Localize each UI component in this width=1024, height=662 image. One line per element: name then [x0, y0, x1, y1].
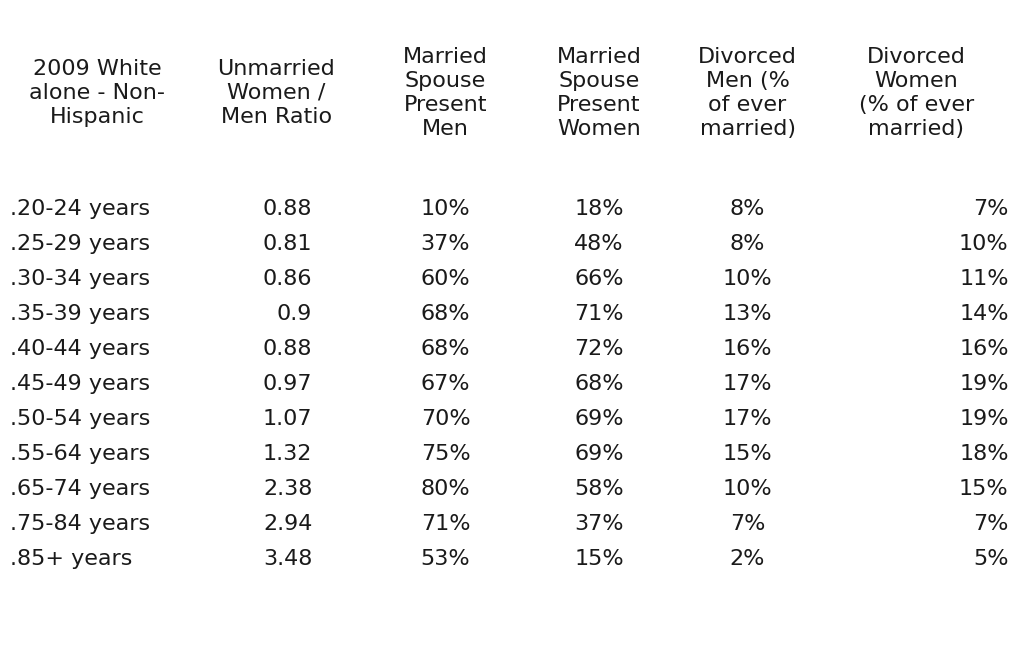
Text: Divorced
Women
(% of ever
married): Divorced Women (% of ever married) — [859, 47, 974, 138]
Text: Unmarried
Women /
Men Ratio: Unmarried Women / Men Ratio — [218, 59, 335, 126]
Text: 68%: 68% — [421, 304, 470, 324]
Text: 37%: 37% — [574, 514, 624, 534]
Text: 1.07: 1.07 — [263, 409, 312, 429]
Text: 14%: 14% — [959, 304, 1009, 324]
Text: 13%: 13% — [723, 304, 772, 324]
Text: Divorced
Men (%
of ever
married): Divorced Men (% of ever married) — [698, 47, 797, 138]
Text: 68%: 68% — [421, 339, 470, 359]
Text: 67%: 67% — [421, 374, 470, 394]
Text: 58%: 58% — [574, 479, 624, 499]
Text: 15%: 15% — [723, 444, 772, 464]
Text: 0.9: 0.9 — [276, 304, 312, 324]
Text: 71%: 71% — [421, 514, 470, 534]
Text: .75-84 years: .75-84 years — [10, 514, 151, 534]
Text: 8%: 8% — [730, 234, 765, 254]
Text: .65-74 years: .65-74 years — [10, 479, 151, 499]
Text: 0.88: 0.88 — [263, 199, 312, 218]
Text: 18%: 18% — [574, 199, 624, 218]
Text: 5%: 5% — [973, 549, 1009, 569]
Text: 37%: 37% — [421, 234, 470, 254]
Text: 2%: 2% — [730, 549, 765, 569]
Text: 11%: 11% — [959, 269, 1009, 289]
Text: .25-29 years: .25-29 years — [10, 234, 151, 254]
Text: 69%: 69% — [574, 409, 624, 429]
Text: 10%: 10% — [421, 199, 470, 218]
Text: 71%: 71% — [574, 304, 624, 324]
Text: 16%: 16% — [959, 339, 1009, 359]
Text: Married
Spouse
Present
Men: Married Spouse Present Men — [403, 47, 487, 138]
Text: .55-64 years: .55-64 years — [10, 444, 151, 464]
Text: 68%: 68% — [574, 374, 624, 394]
Text: 15%: 15% — [574, 549, 624, 569]
Text: 0.81: 0.81 — [263, 234, 312, 254]
Text: 80%: 80% — [421, 479, 470, 499]
Text: 15%: 15% — [959, 479, 1009, 499]
Text: 7%: 7% — [973, 199, 1009, 218]
Text: 1.32: 1.32 — [263, 444, 312, 464]
Text: 8%: 8% — [730, 199, 765, 218]
Text: .85+ years: .85+ years — [10, 549, 133, 569]
Text: 2009 White
alone - Non-
Hispanic: 2009 White alone - Non- Hispanic — [30, 59, 165, 126]
Text: 0.88: 0.88 — [263, 339, 312, 359]
Text: .50-54 years: .50-54 years — [10, 409, 151, 429]
Text: 0.97: 0.97 — [263, 374, 312, 394]
Text: 10%: 10% — [959, 234, 1009, 254]
Text: .45-49 years: .45-49 years — [10, 374, 151, 394]
Text: 10%: 10% — [723, 479, 772, 499]
Text: .40-44 years: .40-44 years — [10, 339, 151, 359]
Text: 19%: 19% — [959, 374, 1009, 394]
Text: 2.38: 2.38 — [263, 479, 312, 499]
Text: 17%: 17% — [723, 409, 772, 429]
Text: 2.94: 2.94 — [263, 514, 312, 534]
Text: 7%: 7% — [973, 514, 1009, 534]
Text: 7%: 7% — [730, 514, 765, 534]
Text: 0.86: 0.86 — [263, 269, 312, 289]
Text: .30-34 years: .30-34 years — [10, 269, 151, 289]
Text: 60%: 60% — [421, 269, 470, 289]
Text: 69%: 69% — [574, 444, 624, 464]
Text: .20-24 years: .20-24 years — [10, 199, 151, 218]
Text: 10%: 10% — [723, 269, 772, 289]
Text: 75%: 75% — [421, 444, 470, 464]
Text: 70%: 70% — [421, 409, 470, 429]
Text: 72%: 72% — [574, 339, 624, 359]
Text: 48%: 48% — [574, 234, 624, 254]
Text: 66%: 66% — [574, 269, 624, 289]
Text: 18%: 18% — [959, 444, 1009, 464]
Text: .35-39 years: .35-39 years — [10, 304, 151, 324]
Text: 3.48: 3.48 — [263, 549, 312, 569]
Text: 53%: 53% — [421, 549, 470, 569]
Text: Married
Spouse
Present
Women: Married Spouse Present Women — [557, 47, 641, 138]
Text: 19%: 19% — [959, 409, 1009, 429]
Text: 17%: 17% — [723, 374, 772, 394]
Text: 16%: 16% — [723, 339, 772, 359]
